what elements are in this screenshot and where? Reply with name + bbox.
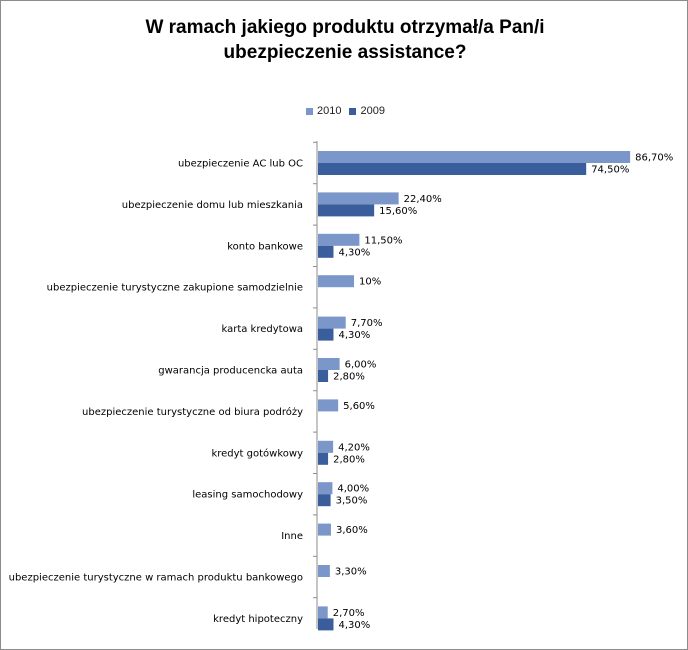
bar-2010-leasing-samochodowy — [318, 482, 333, 495]
bar-2010-karta-kredytowa — [318, 316, 346, 329]
data-label-2010-kredyt-hipoteczny: 2,70% — [333, 608, 365, 619]
category-label-inne: Inne — [281, 531, 303, 542]
legend-item-2010: 2010 — [306, 105, 341, 117]
data-label-2010-ubezpieczenie-ac-lub-oc: 86,70% — [635, 153, 673, 164]
legend-item-2009: 2009 — [349, 105, 385, 117]
bar-2010-kredyt-gotowkowy — [318, 440, 334, 453]
legend-label-2009: 2009 — [360, 105, 385, 117]
bar-2010-ubezpieczenie-turystyczne-w-ramach-produktu-bankowego — [318, 565, 330, 577]
data-label-2009-ubezpieczenie-ac-lub-oc: 74,50% — [591, 165, 629, 176]
data-label-2010-inne: 3,60% — [336, 525, 368, 536]
category-label-ubezpieczenie-domu-lub-mieszkania: ubezpieczenie domu lub mieszkania — [122, 200, 303, 211]
data-label-2010-gwarancja-producencka-auta: 6,00% — [345, 360, 377, 371]
bar-2009-gwarancja-producencka-auta — [318, 370, 329, 382]
category-label-kredyt-gotowkowy: kredyt gotówkowy — [211, 447, 303, 459]
bar-2010-kredyt-hipoteczny — [318, 606, 328, 619]
chart-legend: 2010 2009 — [306, 103, 393, 119]
chart-title-line-1: W ramach jakiego produktu otrzymał/a Pan… — [145, 17, 545, 38]
bar-2009-karta-kredytowa — [318, 328, 334, 341]
category-label-ubezpieczenie-turystyczne-w-ramach-produktu-bankowego: ubezpieczenie turystyczne w ramach produ… — [9, 573, 303, 584]
chart-title-line-2: ubezpieczenie assistance? — [223, 42, 467, 63]
data-label-2010-leasing-samochodowy: 4,00% — [337, 484, 369, 495]
data-label-2009-karta-kredytowa: 4,30% — [338, 330, 370, 341]
data-label-2009-konto-bankowe: 4,30% — [338, 247, 370, 258]
category-label-ubezpieczenie-turystyczne-od-biura-podrozy: ubezpieczenie turystyczne od biura podró… — [82, 406, 303, 418]
data-label-2010-karta-kredytowa: 7,70% — [351, 318, 383, 329]
data-label-2009-ubezpieczenie-domu-lub-mieszkania: 15,60% — [379, 206, 417, 217]
bar-2010-ubezpieczenie-domu-lub-mieszkania — [318, 192, 399, 205]
bar-2009-konto-bankowe — [318, 245, 334, 258]
data-label-2009-kredyt-hipoteczny: 4,30% — [338, 620, 370, 631]
bar-2010-ubezpieczenie-turystyczne-zakupione-samodzielnie — [318, 275, 354, 288]
data-label-2010-ubezpieczenie-turystyczne-od-biura-podrozy: 5,60% — [343, 401, 375, 412]
bar-2009-ubezpieczenie-domu-lub-mieszkania — [318, 204, 375, 217]
data-label-2009-kredyt-gotowkowy: 2,80% — [333, 454, 365, 465]
data-label-2010-ubezpieczenie-turystyczne-w-ramach-produktu-bankowego: 3,30% — [335, 567, 367, 578]
data-label-2010-ubezpieczenie-domu-lub-mieszkania: 22,40% — [404, 194, 442, 205]
bar-2010-ubezpieczenie-turystyczne-od-biura-podrozy — [318, 399, 339, 412]
bar-2010-inne — [318, 523, 331, 536]
legend-swatch-2009 — [349, 107, 357, 115]
category-label-ubezpieczenie-ac-lub-oc: ubezpieczenie AC lub OC — [178, 159, 303, 170]
bar-2010-gwarancja-producencka-auta — [318, 358, 340, 370]
bar-2010-ubezpieczenie-ac-lub-oc — [318, 151, 631, 163]
data-label-2009-gwarancja-producencka-auta: 2,80% — [333, 372, 365, 383]
category-label-ubezpieczenie-turystyczne-zakupione-samodzielnie: ubezpieczenie turystyczne zakupione samo… — [47, 283, 303, 294]
bar-2009-ubezpieczenie-ac-lub-oc — [318, 163, 587, 175]
chart-title: W ramach jakiego produktu otrzymał/a Pan… — [1, 15, 688, 65]
bar-2009-leasing-samochodowy — [318, 494, 331, 507]
category-label-gwarancja-producencka-auta: gwarancja producencka auta — [158, 366, 303, 377]
data-label-2009-leasing-samochodowy: 3,50% — [336, 496, 368, 507]
bar-2009-kredyt-gotowkowy — [318, 452, 329, 465]
category-label-karta-kredytowa: karta kredytowa — [221, 324, 303, 335]
data-label-2010-konto-bankowe: 11,50% — [364, 235, 402, 246]
bar-2010-konto-bankowe — [318, 233, 360, 246]
legend-label-2010: 2010 — [317, 105, 342, 117]
bar-2009-kredyt-hipoteczny — [318, 618, 334, 631]
category-label-kredyt-hipoteczny: kredyt hipoteczny — [213, 614, 303, 625]
legend-swatch-2010 — [306, 107, 313, 115]
category-label-leasing-samochodowy: leasing samochodowy — [192, 490, 303, 501]
data-label-2010-ubezpieczenie-turystyczne-zakupione-samodzielnie: 10% — [359, 277, 381, 288]
data-label-2010-kredyt-gotowkowy: 4,20% — [338, 442, 370, 453]
category-label-konto-bankowe: konto bankowe — [227, 241, 303, 252]
